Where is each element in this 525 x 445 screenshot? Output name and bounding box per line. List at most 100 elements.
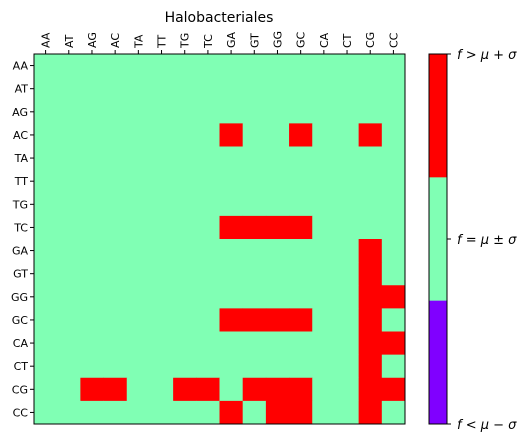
y-tick-label: AG [12, 106, 28, 119]
heatmap-cell [57, 377, 81, 402]
heatmap-cell [312, 123, 336, 147]
heatmap-cell [381, 377, 406, 402]
heatmap-cell [219, 377, 244, 402]
heatmap-cells [34, 54, 406, 425]
heatmap-cell [34, 285, 58, 309]
heatmap-cell [381, 123, 406, 147]
heatmap-cell [381, 331, 406, 356]
heatmap-cell [358, 77, 383, 101]
heatmap-cell [196, 215, 220, 240]
heatmap-cell [381, 262, 406, 286]
heatmap-cell [265, 262, 290, 286]
heatmap-cell [173, 239, 197, 263]
heatmap-cell [381, 146, 406, 171]
y-tick-label: CA [13, 337, 29, 350]
heatmap-cell [358, 285, 383, 309]
heatmap-cell [289, 77, 313, 101]
heatmap-cell [34, 100, 58, 124]
heatmap-cell [126, 377, 151, 402]
heatmap-cell [242, 123, 267, 147]
heatmap-cell [358, 331, 383, 356]
heatmap-cell [242, 239, 267, 263]
heatmap-cell [242, 215, 267, 240]
heatmap-cell [57, 331, 81, 356]
heatmap-cell [358, 215, 383, 240]
heatmap-cell [335, 331, 360, 356]
heatmap-cell [219, 400, 244, 425]
heatmap-cell [149, 54, 174, 78]
x-tick-label: TA [132, 34, 145, 49]
heatmap-cell [335, 192, 360, 217]
heatmap-cell [219, 239, 244, 263]
heatmap-cell [149, 146, 174, 171]
heatmap-cell [289, 192, 313, 217]
heatmap-cell [335, 215, 360, 240]
colorbar: f > μ + σ f = μ ± σ f < μ − σ [428, 48, 517, 433]
heatmap-cell [381, 215, 406, 240]
heatmap-cell [242, 331, 267, 356]
heatmap-cell [149, 192, 174, 217]
x-tick-label: AA [40, 32, 53, 48]
colorbar-segment [429, 300, 447, 425]
heatmap-cell [219, 285, 244, 309]
colorbar-tick-label: f < μ − σ [457, 418, 517, 433]
heatmap-cell [358, 146, 383, 171]
heatmap-cell [149, 169, 174, 194]
heatmap-cell [265, 285, 290, 309]
heatmap-cell [80, 146, 104, 171]
heatmap-cell [196, 239, 220, 263]
heatmap-cell [149, 215, 174, 240]
heatmap-cell [149, 239, 174, 263]
heatmap-cell [358, 377, 383, 402]
heatmap-cell [103, 100, 128, 124]
heatmap-cell [173, 377, 197, 402]
heatmap-cell [126, 262, 151, 286]
heatmap-cell [57, 400, 81, 425]
heatmap-cell [149, 285, 174, 309]
heatmap-cell [103, 308, 128, 332]
heatmap-cell [219, 354, 244, 379]
heatmap-cell [219, 169, 244, 194]
heatmap-cell [312, 400, 336, 425]
heatmap-cell [196, 123, 220, 147]
heatmap-cell [335, 54, 360, 78]
heatmap-cell [173, 54, 197, 78]
colorbar-tick-label: f = μ ± σ [457, 233, 517, 248]
heatmap-cell [196, 100, 220, 124]
heatmap-cell [173, 123, 197, 147]
heatmap-cell [103, 77, 128, 101]
y-tick-label: AT [15, 83, 29, 96]
heatmap-cell [381, 54, 406, 78]
heatmap-cell [265, 331, 290, 356]
heatmap-cell [80, 285, 104, 309]
heatmap-cell [173, 308, 197, 332]
heatmap-cell [312, 146, 336, 171]
heatmap-cell [335, 123, 360, 147]
heatmap-cell [289, 262, 313, 286]
heatmap-cell [219, 192, 244, 217]
heatmap-cell [126, 400, 151, 425]
heatmap-cell [173, 192, 197, 217]
heatmap-cell [173, 285, 197, 309]
heatmap-cell [126, 354, 151, 379]
heatmap-cell [265, 239, 290, 263]
heatmap-cell [103, 377, 128, 402]
heatmap-cell [57, 239, 81, 263]
heatmap-cell [80, 123, 104, 147]
heatmap-cell [149, 262, 174, 286]
heatmap-cell [265, 308, 290, 332]
heatmap-cell [312, 215, 336, 240]
heatmap-cell [265, 77, 290, 101]
heatmap-cell [103, 262, 128, 286]
heatmap-cell [103, 54, 128, 78]
heatmap-cell [173, 354, 197, 379]
heatmap-cell [265, 377, 290, 402]
heatmap-cell [149, 308, 174, 332]
heatmap-cell [34, 123, 58, 147]
heatmap-cell [289, 100, 313, 124]
heatmap-cell [381, 239, 406, 263]
heatmap-cell [126, 192, 151, 217]
plot-frame [33, 53, 406, 425]
heatmap-cell [57, 262, 81, 286]
